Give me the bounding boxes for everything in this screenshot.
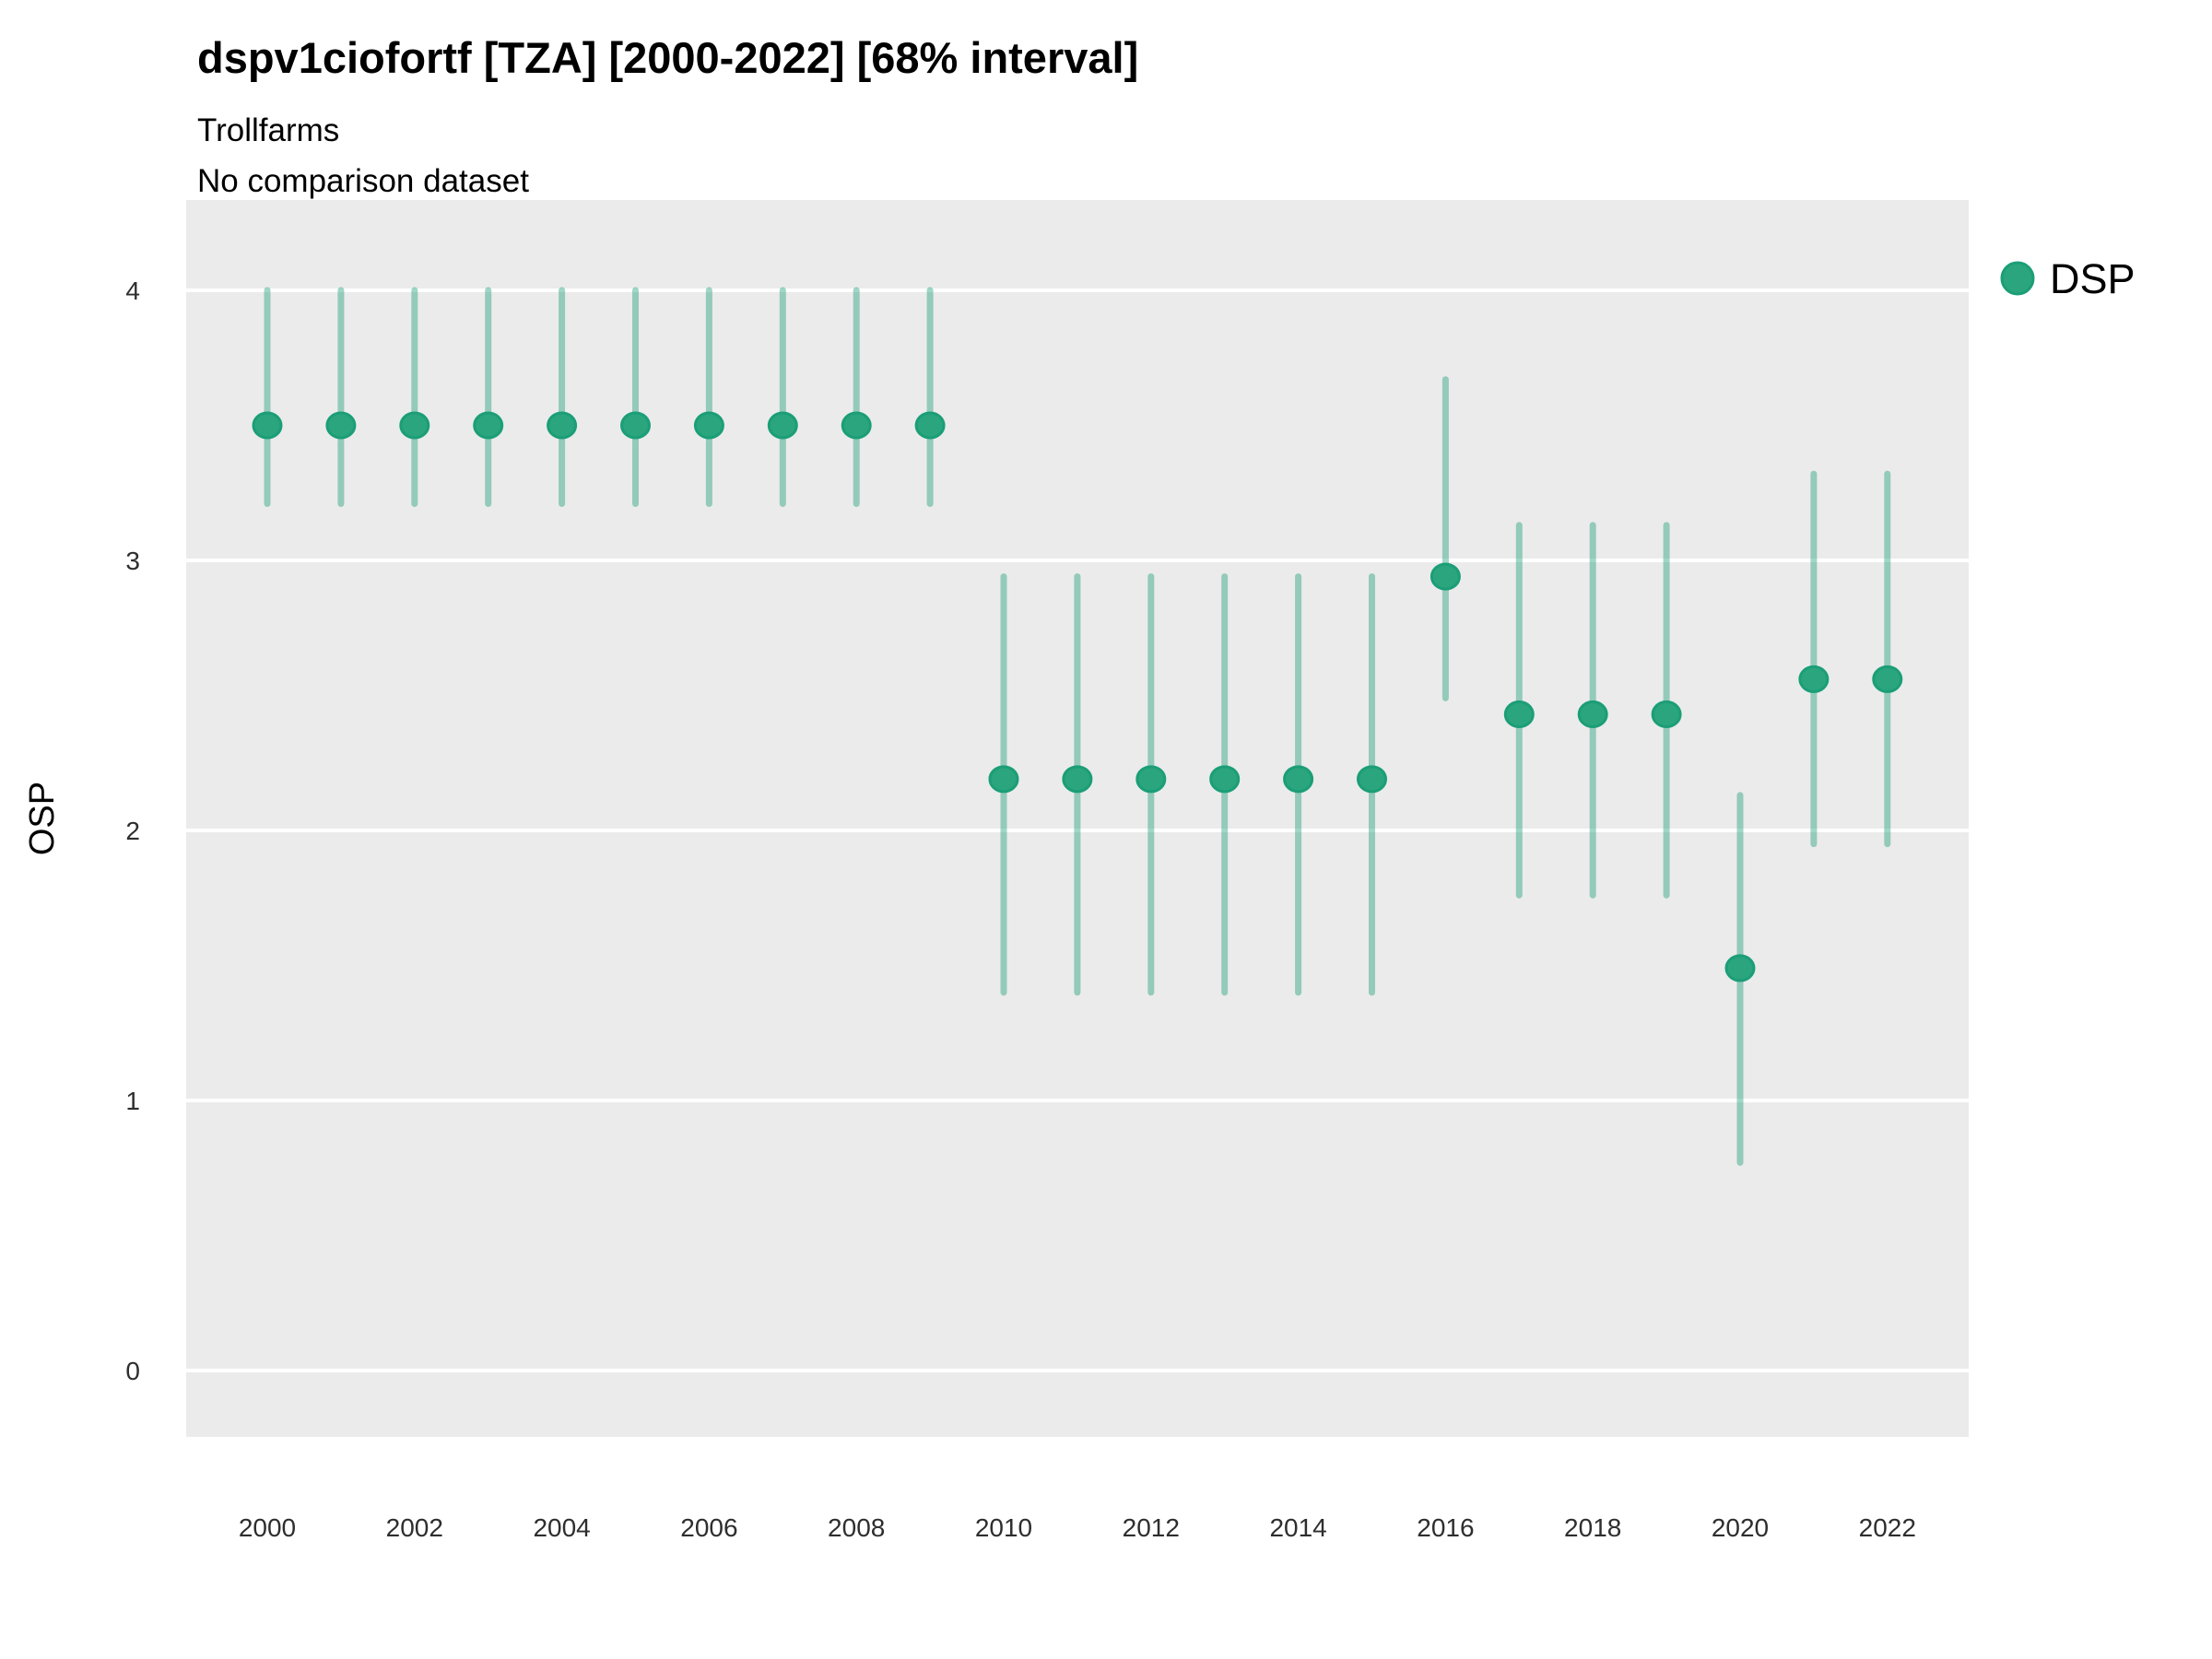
x-tick-label-2004: 2004 [533, 1513, 590, 1542]
x-tick-label-2022: 2022 [1859, 1513, 1916, 1542]
x-tick-label-2008: 2008 [828, 1513, 885, 1542]
y-tick-label-3: 3 [125, 547, 140, 575]
point-estimate-2016 [1430, 562, 1461, 591]
y-tick-label-2: 2 [125, 817, 140, 845]
point-estimate-2022 [1872, 665, 1903, 693]
point-estimate-2002 [399, 411, 430, 440]
point-estimate-2010 [988, 765, 1019, 794]
plot-panel: 0 1 2 3 4 2000 2002 2004 2006 2008 2010 2012 2014 201… [125, 200, 1969, 1542]
point-estimate-2001 [325, 411, 357, 440]
point-estimate-2014 [1283, 765, 1314, 794]
point-estimate-2004 [547, 411, 578, 440]
y-axis-title: OSP [23, 782, 62, 855]
point-estimate-2021 [1798, 665, 1830, 693]
x-tick-label-2010: 2010 [975, 1513, 1032, 1542]
point-estimate-2018 [1577, 700, 1608, 729]
x-tick-label-2002: 2002 [386, 1513, 443, 1542]
legend: DSP [2000, 255, 2136, 302]
x-tick-label-2006: 2006 [680, 1513, 737, 1542]
legend-item-label: DSP [2050, 255, 2136, 302]
y-tick-label-0: 0 [125, 1357, 140, 1385]
x-tick-label-2014: 2014 [1269, 1513, 1326, 1542]
point-estimate-2013 [1209, 765, 1241, 794]
point-estimate-2011 [1062, 765, 1093, 794]
x-tick-label-2020: 2020 [1712, 1513, 1769, 1542]
y-tick-label-4: 4 [125, 276, 140, 305]
chart-title: dspv1ciofortf [TZA] [2000-2022] [68% int… [197, 33, 1138, 82]
chart-subtitle-line2: No comparison dataset [197, 163, 529, 199]
point-estimate-2017 [1503, 700, 1535, 729]
panel-background [186, 200, 1969, 1437]
x-tick-label-2016: 2016 [1417, 1513, 1474, 1542]
point-estimate-2006 [693, 411, 724, 440]
point-estimate-2009 [914, 411, 946, 440]
x-tick-label-2000: 2000 [239, 1513, 296, 1542]
point-estimate-2007 [767, 411, 798, 440]
x-tick-label-2018: 2018 [1564, 1513, 1621, 1542]
point-estimate-2005 [620, 411, 651, 440]
point-estimate-2015 [1357, 765, 1387, 794]
point-estimate-2003 [473, 411, 504, 440]
point-estimate-2019 [1651, 700, 1682, 729]
point-estimate-2020 [1724, 954, 1756, 982]
point-estimate-2000 [252, 411, 283, 440]
point-estimate-2012 [1135, 765, 1167, 794]
legend-point-icon [2000, 261, 2035, 296]
y-tick-label-1: 1 [125, 1087, 140, 1115]
chart-subtitle-line1: Trollfarms [197, 112, 339, 148]
point-estimate-2008 [841, 411, 872, 440]
x-tick-label-2012: 2012 [1123, 1513, 1180, 1542]
